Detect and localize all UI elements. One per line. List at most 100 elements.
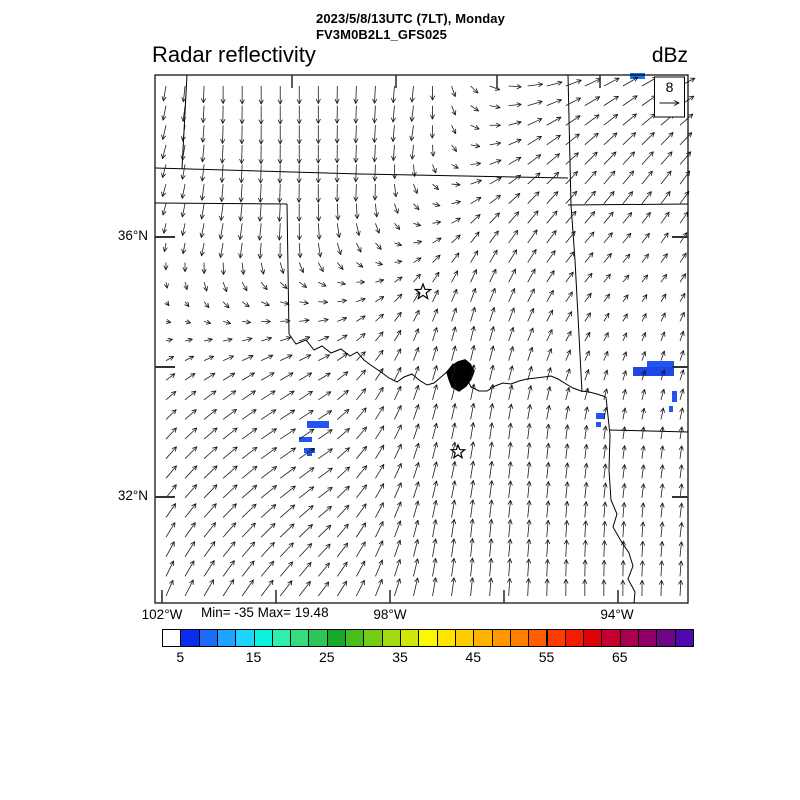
wind-arrow: [184, 428, 196, 440]
wind-arrow: [279, 505, 294, 518]
wind-arrow: [337, 203, 338, 220]
wind-arrow: [566, 425, 568, 440]
wind-arrow: [584, 133, 598, 146]
wind-arrow: [375, 407, 383, 420]
wind-arrow: [242, 321, 250, 322]
wind-arrow: [356, 523, 365, 538]
wind-arrow: [585, 541, 586, 557]
colorbar-cell: [198, 629, 218, 647]
wind-arrow: [413, 386, 418, 400]
wind-arrow: [642, 503, 643, 518]
wind-arrow: [356, 184, 357, 201]
wind-arrow: [241, 523, 255, 538]
wind-arrow: [679, 133, 692, 146]
wind-arrow: [622, 152, 634, 165]
wind-arrow: [241, 281, 247, 290]
model-name: FV3M0B2L1_GFS025: [316, 27, 447, 42]
wind-arrow: [185, 282, 187, 289]
wind-arrow: [661, 542, 662, 557]
state-border: [286, 203, 290, 335]
wind-arrow: [279, 223, 280, 239]
reference-vector-value: 8: [665, 79, 674, 95]
wind-arrow: [622, 192, 633, 204]
wind-arrow: [509, 559, 510, 577]
wind-arrow: [203, 105, 204, 122]
wind-arrow: [603, 133, 617, 146]
wind-arrow: [622, 114, 636, 126]
wind-arrow: [679, 114, 692, 126]
wind-arrow: [222, 428, 237, 440]
wind-arrow: [490, 462, 492, 479]
wind-arrow: [165, 542, 174, 557]
wind-arrow: [489, 366, 494, 381]
wind-arrow: [432, 222, 441, 223]
wind-arrow: [546, 117, 561, 126]
wind-arrow: [508, 250, 517, 263]
wind-arrow: [432, 238, 441, 244]
wind-arrow: [394, 313, 401, 322]
wind-arrow: [490, 423, 492, 440]
wind-arrow: [509, 579, 510, 597]
wind-arrow: [451, 385, 456, 400]
wind-arrow: [222, 523, 235, 538]
wind-arrow: [298, 563, 311, 577]
wind-arrow: [641, 234, 649, 244]
wind-arrow: [165, 581, 173, 597]
colorbar-cell: [491, 629, 511, 647]
wind-arrow: [241, 356, 253, 361]
wind-arrow: [470, 384, 474, 400]
wind-arrow: [413, 258, 420, 263]
wind-arrow: [604, 408, 606, 420]
wind-arrow: [413, 578, 417, 597]
wind-arrow: [222, 282, 226, 291]
wind-arrow: [585, 521, 586, 538]
wind-arrow: [566, 463, 568, 479]
wind-arrow: [660, 351, 664, 361]
wind-arrow: [604, 389, 607, 400]
wind-arrow: [622, 295, 628, 303]
wind-arrow: [509, 405, 512, 420]
state-border: [610, 499, 636, 604]
wind-arrow: [451, 327, 456, 342]
wind-arrow: [337, 448, 349, 459]
colorbar-cell: [253, 629, 273, 647]
wind-arrow: [260, 281, 267, 289]
wind-arrow: [184, 321, 190, 322]
wind-arrow: [679, 254, 686, 263]
wind-arrow: [623, 522, 624, 538]
wind-arrow: [184, 542, 194, 557]
wind-arrow: [203, 410, 216, 420]
wind-arrow: [222, 447, 237, 459]
red-river: [288, 333, 607, 398]
colorbar-cell: [271, 629, 292, 647]
wind-arrow: [471, 442, 474, 459]
wind-arrow: [394, 223, 399, 229]
wind-arrow: [622, 333, 627, 342]
radar-echo-patch: [633, 367, 674, 376]
wind-arrow: [680, 581, 681, 597]
wind-arrow: [240, 203, 242, 221]
wind-arrow: [451, 202, 460, 204]
wind-arrow: [489, 308, 495, 322]
wind-arrow: [220, 223, 223, 238]
wind-arrow: [546, 310, 553, 322]
wind-arrow: [489, 178, 501, 185]
wind-arrow: [337, 543, 347, 558]
wind-arrow: [584, 274, 592, 283]
colorbar-tick-label: 25: [318, 649, 335, 665]
wind-arrow: [528, 559, 529, 577]
wind-arrow: [163, 85, 166, 100]
wind-arrow: [565, 134, 579, 146]
colorbar-cell: [216, 629, 237, 647]
wind-arrow: [413, 348, 418, 361]
wind-arrow: [432, 204, 440, 206]
wind-arrow: [203, 485, 217, 499]
wind-arrow: [394, 203, 397, 213]
wind-arrow: [641, 254, 648, 263]
wind-arrow: [623, 465, 625, 479]
colorbar-tick-label: 65: [611, 649, 628, 665]
wind-arrow: [432, 183, 439, 189]
wind-arrow: [527, 137, 541, 146]
wind-arrow: [356, 408, 366, 420]
wind-arrow: [318, 355, 329, 361]
